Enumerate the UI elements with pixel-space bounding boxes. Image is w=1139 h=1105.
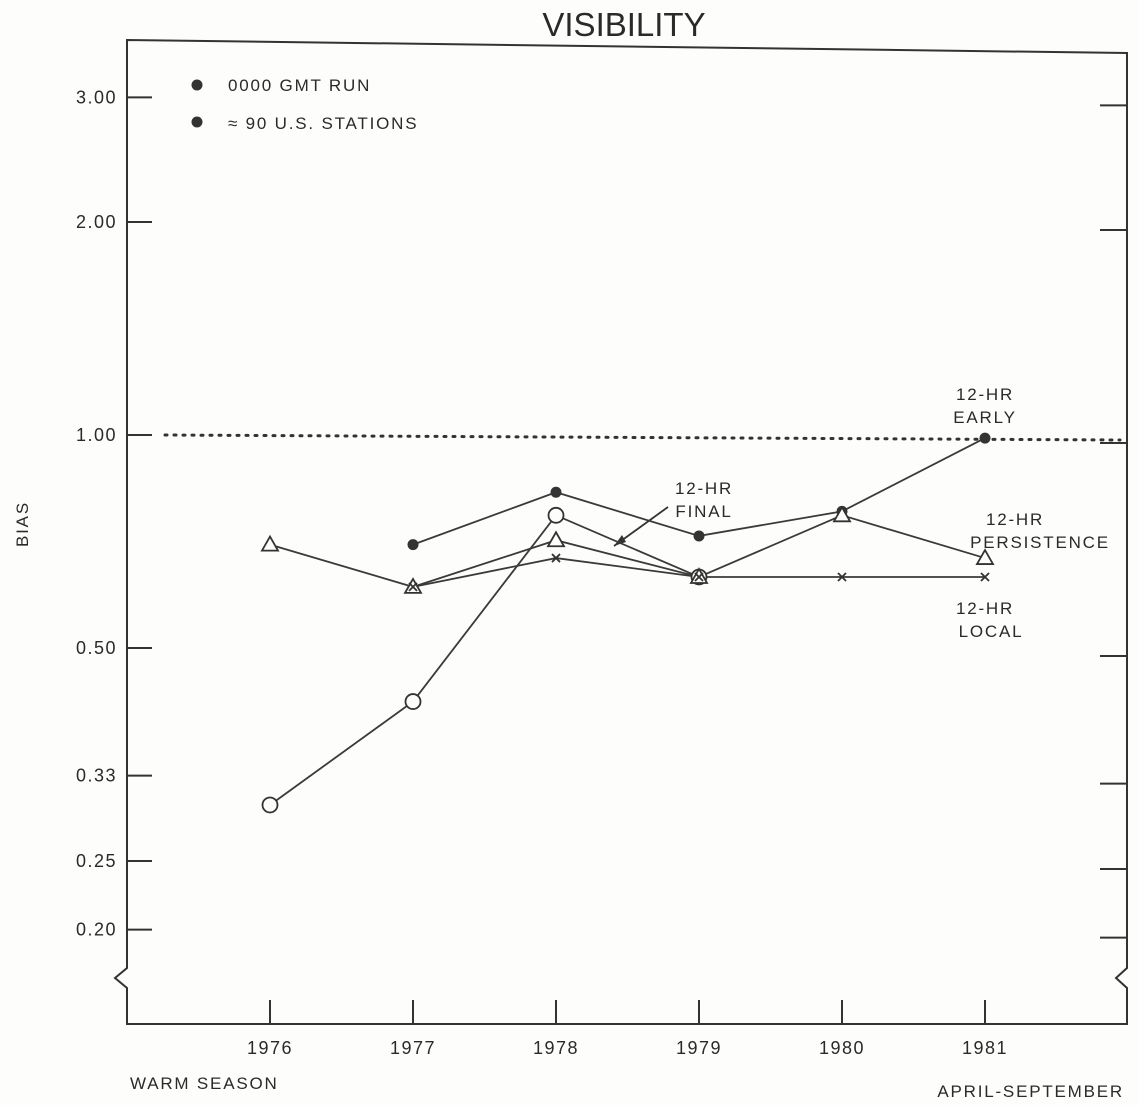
marker-s1-1978 xyxy=(547,506,565,524)
annotation-local-1: 12-HR xyxy=(956,599,1014,618)
marker-s1-1977 xyxy=(404,693,422,710)
legend: 0000 GMT RUN ≈ 90 U.S. STATIONS xyxy=(191,76,418,133)
series-lines xyxy=(269,437,986,806)
marker-s2-1976 xyxy=(260,534,280,552)
axis-ticks: 3.00 2.00 1.00 0.50 0.33 0.25 0.20 1976 1977 1978… xyxy=(76,87,1127,1058)
reference-line-1.00 xyxy=(163,433,1122,442)
marker-s3-1981 xyxy=(980,572,990,582)
marker-s3-1977 xyxy=(408,582,418,592)
annotation-final-1: 12-HR xyxy=(675,479,733,498)
x-tick-label-4: 1980 xyxy=(819,1038,865,1058)
marker-s3-1979 xyxy=(694,572,704,582)
marker-s3-1978 xyxy=(551,553,561,563)
series-markers xyxy=(260,432,995,814)
annotation-early-2: EARLY xyxy=(953,408,1017,427)
y-tick-label-3: 0.50 xyxy=(76,638,117,658)
annotation-early-1: 12-HR xyxy=(956,385,1014,404)
chart-title: VISIBILITY xyxy=(542,6,705,43)
final-annotation-arrowhead xyxy=(614,535,626,546)
reference-line-group xyxy=(163,433,1122,442)
legend-entry-2: ≈ 90 U.S. STATIONS xyxy=(228,114,418,133)
y-tick-label-2: 1.00 xyxy=(76,425,117,445)
legend-dot-1 xyxy=(191,79,203,91)
marker-s0-1981 xyxy=(979,432,991,444)
plot-frame xyxy=(113,38,1128,1025)
legend-dot-2 xyxy=(191,116,203,128)
annotation-local-2: LOCAL xyxy=(959,622,1024,641)
marker-s0-1978 xyxy=(550,486,562,498)
annotation-persistence-1: 12-HR xyxy=(986,510,1044,529)
series-line-1 xyxy=(269,514,700,806)
legend-entry-1: 0000 GMT RUN xyxy=(228,76,371,95)
marker-s3-1980 xyxy=(837,572,847,582)
y-tick-label-4: 0.33 xyxy=(76,766,117,786)
marker-s2-1980 xyxy=(832,505,852,523)
marker-s2-1978 xyxy=(546,530,566,548)
x-label-right: APRIL-SEPTEMBER xyxy=(937,1082,1124,1101)
marker-s0-1979 xyxy=(693,530,705,542)
annotation-final-2: FINAL xyxy=(675,502,732,521)
series-line-2 xyxy=(269,514,986,588)
x-label-left: WARM SEASON xyxy=(130,1074,279,1093)
annotation-persistence-2: PERSISTENCE xyxy=(970,533,1110,552)
marker-s2-1981 xyxy=(975,548,995,565)
y-tick-label-5: 0.25 xyxy=(76,851,117,871)
marker-s1-1976 xyxy=(261,796,279,814)
y-tick-label-6: 0.20 xyxy=(76,920,117,940)
y-axis-label: BIAS xyxy=(13,501,32,547)
x-tick-label-2: 1978 xyxy=(533,1038,579,1058)
y-tick-label-1: 2.00 xyxy=(76,212,117,232)
x-tick-label-3: 1979 xyxy=(676,1038,722,1058)
x-tick-label-5: 1981 xyxy=(962,1038,1008,1058)
y-tick-label-0: 3.00 xyxy=(76,87,117,107)
x-tick-label-0: 1976 xyxy=(247,1038,293,1058)
x-tick-label-1: 1977 xyxy=(390,1038,436,1058)
marker-s0-1977 xyxy=(407,539,419,551)
series-annotations: 12-HR EARLY 12-HR FINAL 12-HR PERSISTENC… xyxy=(613,385,1110,641)
